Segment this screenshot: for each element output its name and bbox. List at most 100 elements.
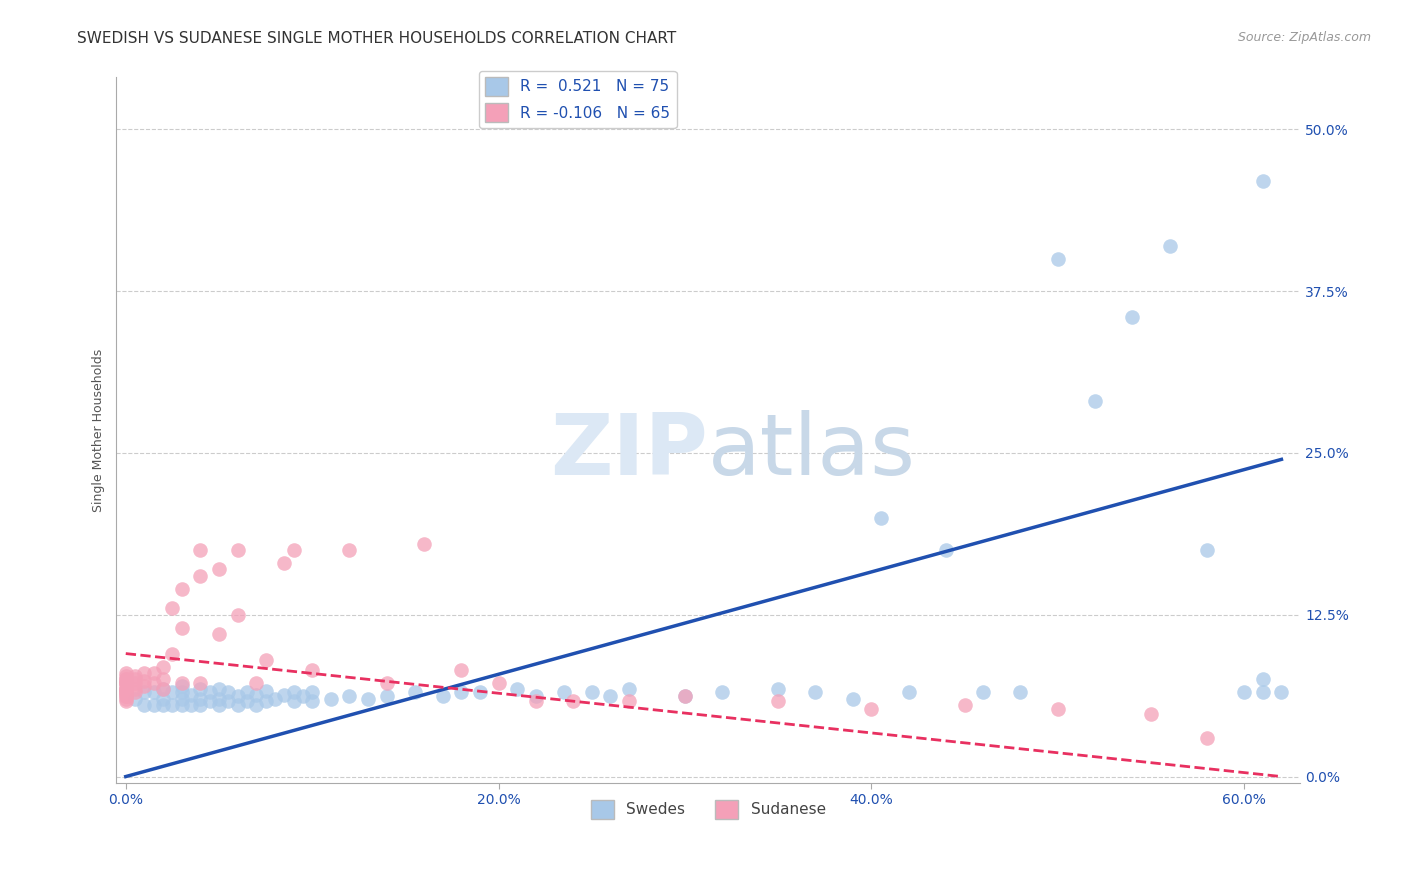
Point [617,694,640,708]
Point [114,676,136,690]
Point [1233,685,1256,699]
Point [254,684,277,698]
Point [114,690,136,704]
Point [1195,543,1218,558]
Point [766,694,789,708]
Point [375,676,398,690]
Point [357,692,380,706]
Point [162,647,184,661]
Point [208,698,231,713]
Point [524,690,547,704]
Point [245,676,267,690]
Point [1251,673,1274,687]
Point [245,698,267,713]
Point [860,702,883,716]
Text: Source: ZipAtlas.com: Source: ZipAtlas.com [1237,31,1371,45]
Point [404,685,426,699]
Point [170,582,193,596]
Point [124,668,146,682]
Point [953,698,976,713]
Point [162,601,184,615]
Point [162,685,184,699]
Point [188,543,211,558]
Point [114,681,136,696]
Point [766,681,789,696]
Point [283,543,305,558]
Point [291,690,314,704]
Point [1010,685,1032,699]
Point [273,556,295,570]
Point [562,694,585,708]
Point [264,692,287,706]
Point [273,688,295,702]
Point [114,673,136,687]
Point [170,698,193,713]
Point [152,659,174,673]
Point [152,673,174,687]
Point [301,664,323,678]
Point [134,685,156,699]
Point [553,685,575,699]
Point [841,692,863,706]
Point [673,690,696,704]
Point [226,607,249,622]
Point [170,621,193,635]
Point [1195,731,1218,745]
Point [1140,707,1163,722]
Point [142,698,165,713]
Point [152,692,174,706]
Point [804,685,827,699]
Point [114,690,136,704]
Point [226,690,249,704]
Point [935,543,957,558]
Point [488,676,510,690]
Point [245,688,267,702]
Point [124,681,146,696]
Point [114,692,136,706]
Point [180,698,202,713]
Point [301,685,323,699]
Point [208,692,231,706]
Point [114,685,136,699]
Point [208,681,231,696]
Point [114,673,136,688]
Point [1159,239,1181,253]
Point [142,685,165,699]
Point [208,627,231,641]
Point [124,676,146,690]
Point [114,676,136,690]
Point [711,685,734,699]
Point [170,676,193,690]
Point [114,665,136,680]
Point [134,673,156,688]
Point [124,673,146,687]
Point [217,685,239,699]
Point [1084,394,1107,409]
Point [114,668,136,682]
Text: ZIP: ZIP [551,410,709,493]
Point [1046,702,1069,716]
Text: atlas: atlas [709,410,917,493]
Text: SWEDISH VS SUDANESE SINGLE MOTHER HOUSEHOLDS CORRELATION CHART: SWEDISH VS SUDANESE SINGLE MOTHER HOUSEH… [77,31,676,46]
Point [1270,685,1292,699]
Point [188,569,211,583]
Point [134,698,156,713]
Point [1046,252,1069,266]
Point [450,664,472,678]
Point [134,665,156,680]
Point [506,681,529,696]
Point [198,694,221,708]
Point [198,685,221,699]
Point [236,685,259,699]
Point [339,690,361,704]
Point [114,687,136,701]
Point [114,684,136,698]
Point [114,681,136,696]
Point [188,681,211,696]
Point [283,685,305,699]
Point [124,685,146,699]
Y-axis label: Single Mother Households: Single Mother Households [93,349,105,512]
Point [152,681,174,696]
Point [170,685,193,699]
Point [319,692,342,706]
